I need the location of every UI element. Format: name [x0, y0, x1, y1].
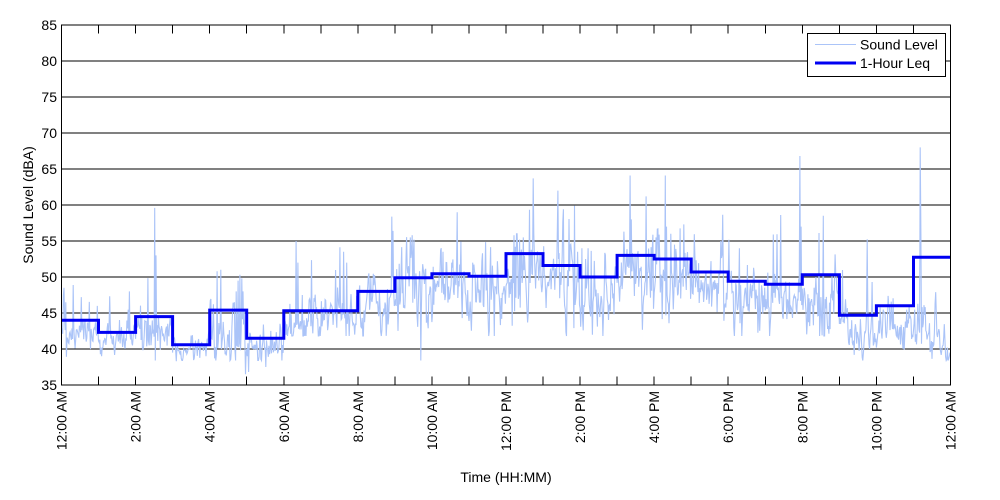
svg-text:10:00 AM: 10:00 AM	[424, 391, 440, 450]
svg-text:45: 45	[41, 305, 57, 321]
svg-text:8:00 PM: 8:00 PM	[794, 391, 810, 443]
svg-text:80: 80	[41, 53, 57, 69]
svg-text:2:00 PM: 2:00 PM	[572, 391, 588, 443]
svg-text:2:00 AM: 2:00 AM	[128, 391, 144, 442]
svg-text:12:00 PM: 12:00 PM	[498, 391, 514, 451]
svg-text:35: 35	[41, 377, 57, 393]
svg-text:10:00 PM: 10:00 PM	[868, 391, 884, 451]
svg-text:4:00 PM: 4:00 PM	[646, 391, 662, 443]
svg-text:50: 50	[41, 269, 57, 285]
svg-text:Time (HH:MM): Time (HH:MM)	[460, 469, 551, 485]
svg-text:12:00 AM: 12:00 AM	[54, 391, 70, 450]
svg-text:12:00 AM: 12:00 AM	[943, 391, 959, 450]
svg-text:Sound Level: Sound Level	[860, 37, 938, 53]
svg-text:Sound Level (dBA): Sound Level (dBA)	[20, 146, 36, 264]
svg-text:85: 85	[41, 17, 57, 33]
svg-text:65: 65	[41, 161, 57, 177]
svg-text:6:00 AM: 6:00 AM	[276, 391, 292, 442]
svg-text:70: 70	[41, 125, 57, 141]
svg-text:1-Hour Leq: 1-Hour Leq	[860, 55, 930, 71]
svg-text:8:00 AM: 8:00 AM	[350, 391, 366, 442]
svg-text:55: 55	[41, 233, 57, 249]
svg-text:4:00 AM: 4:00 AM	[202, 391, 218, 442]
svg-text:75: 75	[41, 89, 57, 105]
svg-text:60: 60	[41, 197, 57, 213]
svg-text:6:00 PM: 6:00 PM	[720, 391, 736, 443]
svg-text:40: 40	[41, 341, 57, 357]
